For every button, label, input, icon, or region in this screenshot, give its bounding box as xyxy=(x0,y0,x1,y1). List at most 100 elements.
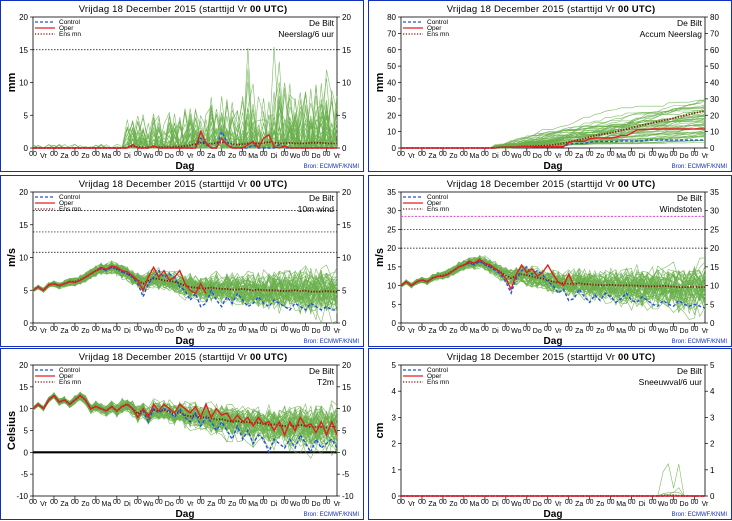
y-tick-label: -5 xyxy=(21,470,29,479)
x-day-label: Wo xyxy=(658,501,668,508)
y-tick-label-right: 25 xyxy=(710,225,719,234)
x-day-label: Do xyxy=(680,153,689,160)
y-tick-label-right: 15 xyxy=(710,263,719,272)
x-day-label: Do xyxy=(165,328,174,335)
x-hour-label: 00 xyxy=(691,151,699,158)
x-day-label: Zo xyxy=(81,153,89,160)
y-tick-label: 20 xyxy=(387,244,396,253)
x-hour-label: 00 xyxy=(239,151,247,158)
x-day-label: Za xyxy=(428,328,436,335)
forecast-panel-windstoten: Vrijdag 18 December 2015 (starttijd Vr 0… xyxy=(368,175,732,347)
y-tick-label-right: 0 xyxy=(342,144,347,153)
y-tick-label-right: 5 xyxy=(710,300,715,309)
x-hour-label: 00 xyxy=(197,151,205,158)
x-hour-label: 00 xyxy=(29,151,37,158)
x-hour-label: 00 xyxy=(323,499,331,506)
x-hour-label: 00 xyxy=(50,499,58,506)
x-hour-label: 00 xyxy=(586,326,594,333)
legend-control-label: Control xyxy=(427,19,449,26)
x-day-label: Wo xyxy=(143,501,153,508)
x-day-label: Di xyxy=(639,153,646,160)
x-day-label: Vr xyxy=(702,501,709,508)
x-day-label: Vr xyxy=(408,501,415,508)
oper-line xyxy=(32,265,207,295)
x-hour-label: 00 xyxy=(113,499,121,506)
x-day-label: Wo xyxy=(511,153,521,160)
x-day-label: Ma xyxy=(470,153,480,160)
ensemble-members xyxy=(401,463,705,497)
ensemble-member-line xyxy=(32,263,338,307)
panel-header-suffix: ) xyxy=(652,179,655,190)
legend-ensmn-label: Ens mn xyxy=(59,206,81,213)
x-hour-label: 00 xyxy=(113,326,121,333)
x-hour-label: 00 xyxy=(481,499,489,506)
y-tick-label-right: 0 xyxy=(710,144,715,153)
y-tick-label-right: 0 xyxy=(710,492,715,501)
panel-header-prefix: Vrijdag 18 December 2015 (starttijd Vr xyxy=(447,179,618,190)
x-hour-label: 00 xyxy=(649,151,657,158)
x-hour-label: 00 xyxy=(71,151,79,158)
y-tick-label: 10 xyxy=(387,128,396,137)
x-hour-label: 00 xyxy=(523,499,531,506)
x-hour-label: 00 xyxy=(418,326,426,333)
x-day-label: Do xyxy=(533,153,542,160)
panel-header-bold: 00 UTC xyxy=(618,179,652,190)
x-day-label: Zo xyxy=(596,501,604,508)
chart-svg-accum: Vrijdag 18 December 2015 (starttijd Vr 0… xyxy=(374,4,727,172)
x-hour-label: 00 xyxy=(281,326,289,333)
y-tick-label: 5 xyxy=(392,300,397,309)
x-day-label: Di xyxy=(124,328,131,335)
ensemble-member-line xyxy=(32,265,338,306)
ensemble-member-line xyxy=(32,264,338,305)
x-hour-label: 00 xyxy=(260,151,268,158)
panel-header-bold: 00 UTC xyxy=(618,4,652,15)
panel-header-suffix: ) xyxy=(652,352,655,363)
variable-title: Accum Neerslag xyxy=(640,29,703,39)
y-tick-label: -10 xyxy=(16,492,28,501)
x-day-label: Zo xyxy=(596,153,604,160)
x-axis-label: Dag xyxy=(176,161,195,172)
panel-header-prefix: Vrijdag 18 December 2015 (starttijd Vr xyxy=(79,4,250,15)
x-hour-label: 00 xyxy=(481,326,489,333)
y-tick-label-right: 50 xyxy=(710,62,719,71)
x-hour-label: 00 xyxy=(218,499,226,506)
x-day-label: Ma xyxy=(616,328,626,335)
x-axis-label: Dag xyxy=(544,509,563,520)
x-hour-label: 00 xyxy=(649,499,657,506)
y-tick-label: 60 xyxy=(387,46,396,55)
y-tick-label-right: 15 xyxy=(342,383,351,392)
x-hour-label: 00 xyxy=(92,326,100,333)
forecast-panel-neerslag: Vrijdag 18 December 2015 (starttijd Vr 0… xyxy=(0,0,364,172)
x-hour-label: 00 xyxy=(586,499,594,506)
y-tick-label: 20 xyxy=(387,111,396,120)
x-day-label: Zo xyxy=(449,153,457,160)
x-hour-label: 00 xyxy=(155,151,163,158)
y-tick-label: 15 xyxy=(19,46,28,55)
x-day-label: Zo xyxy=(228,501,236,508)
ensemble-members xyxy=(32,46,338,150)
x-day-label: Wo xyxy=(511,501,521,508)
ensemble-members xyxy=(32,260,338,324)
y-axis-label: Celsius xyxy=(6,411,18,450)
x-hour-label: 00 xyxy=(670,326,678,333)
location-label: De Bilt xyxy=(309,193,335,203)
location-label: De Bilt xyxy=(309,366,335,376)
x-day-label: Di xyxy=(271,501,278,508)
y-tick-label: 0 xyxy=(24,144,29,153)
x-hour-label: 00 xyxy=(523,151,531,158)
x-hour-label: 00 xyxy=(628,151,636,158)
x-day-label: Za xyxy=(60,153,68,160)
y-tick-label-right: 20 xyxy=(342,361,351,370)
x-day-label: Wo xyxy=(658,328,668,335)
x-axis-label: Dag xyxy=(176,336,195,347)
x-hour-label: 00 xyxy=(502,151,510,158)
y-tick-label-right: 30 xyxy=(710,207,719,216)
x-day-label: Ma xyxy=(102,328,112,335)
y-tick-label-right: 40 xyxy=(710,79,719,88)
x-hour-label: 00 xyxy=(239,326,247,333)
x-hour-label: 00 xyxy=(397,151,405,158)
forecast-panel-t2m: Vrijdag 18 December 2015 (starttijd Vr 0… xyxy=(0,348,364,520)
x-day-label: Do xyxy=(312,501,321,508)
